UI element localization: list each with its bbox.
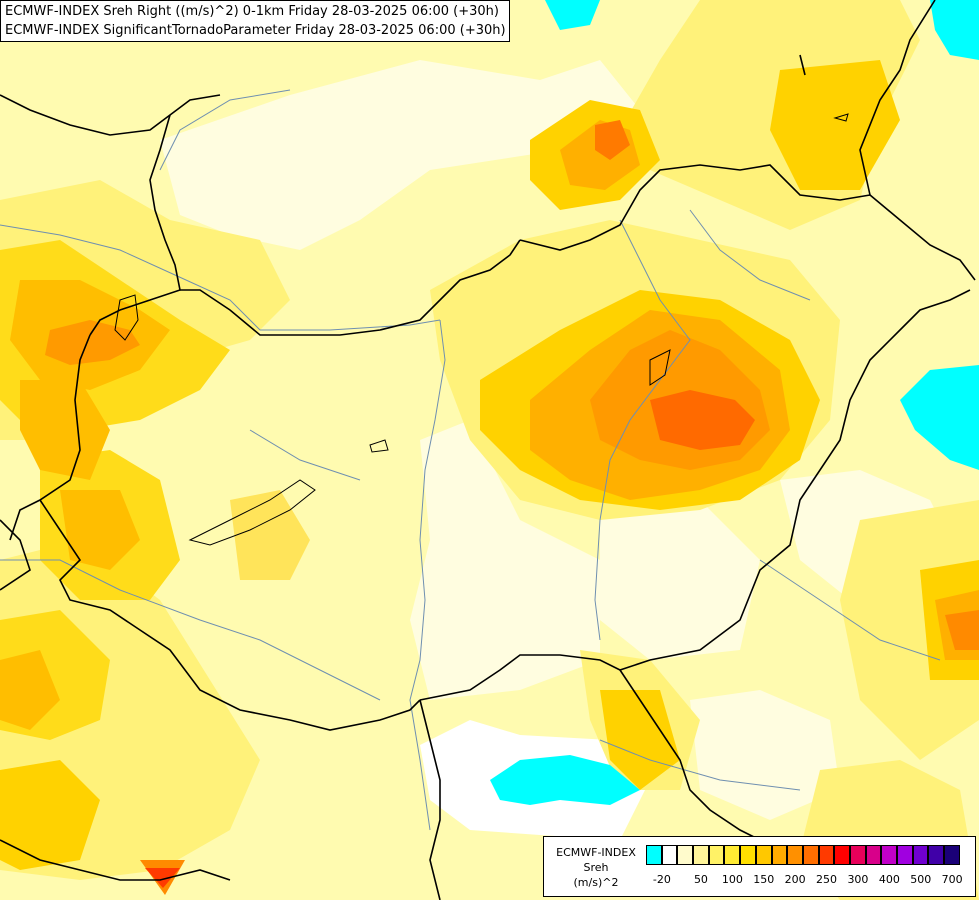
field-pale bbox=[690, 690, 840, 820]
border bbox=[799, 54, 806, 76]
legend-swatch bbox=[755, 845, 772, 865]
legend-tick-label: 400 bbox=[878, 873, 900, 886]
legend-tick-label: 250 bbox=[816, 873, 838, 886]
border bbox=[9, 334, 91, 541]
legend-swatch bbox=[771, 845, 788, 865]
border bbox=[419, 289, 971, 701]
legend-swatch bbox=[708, 845, 725, 865]
legend-swatch bbox=[693, 845, 709, 865]
border bbox=[619, 669, 761, 841]
river bbox=[759, 559, 941, 661]
legend-tick-label: 500 bbox=[910, 873, 932, 886]
field-red bbox=[145, 868, 180, 888]
border bbox=[869, 194, 976, 281]
field-amber bbox=[0, 650, 60, 730]
legend-title-2: Sreh bbox=[583, 861, 609, 874]
legend-swatch bbox=[881, 845, 897, 865]
legend-tick-label: 300 bbox=[847, 873, 869, 886]
legend-swatch bbox=[818, 845, 835, 865]
border bbox=[39, 499, 421, 731]
legend-swatch bbox=[912, 845, 929, 865]
border bbox=[519, 164, 871, 251]
river bbox=[594, 219, 691, 641]
field-cyan bbox=[490, 755, 640, 805]
legend-tick-label: 100 bbox=[721, 873, 743, 886]
legend-swatch bbox=[724, 845, 741, 865]
legend-tick-label: 200 bbox=[784, 873, 806, 886]
legend-tick-label: 50 bbox=[693, 873, 708, 886]
field-pale bbox=[600, 500, 760, 660]
river bbox=[159, 89, 291, 171]
lake bbox=[369, 439, 389, 453]
field-darkorange bbox=[650, 390, 755, 450]
legend-title-1: ECMWF-INDEX bbox=[556, 846, 636, 859]
field-amber bbox=[60, 490, 140, 570]
legend-swatch bbox=[740, 845, 756, 865]
field-orange bbox=[945, 610, 979, 650]
lake bbox=[114, 294, 139, 341]
map-title-box: ECMWF-INDEX Sreh Right ((m/s)^2) 0-1km F… bbox=[0, 0, 510, 42]
legend-tick-label: 700 bbox=[941, 873, 963, 886]
legend-swatch bbox=[897, 845, 913, 865]
legend-label: ECMWF-INDEX Sreh (m/s)^2 bbox=[548, 845, 644, 890]
field-lightyellow bbox=[840, 500, 979, 760]
legend-swatch bbox=[802, 845, 819, 865]
color-legend: ECMWF-INDEX Sreh (m/s)^2 -20 50 100 150 200 2… bbox=[543, 836, 976, 897]
legend-title-3: (m/s)^2 bbox=[573, 876, 619, 889]
field-gold bbox=[770, 60, 900, 190]
field-gold bbox=[0, 760, 100, 870]
border bbox=[0, 839, 231, 881]
field-cyan bbox=[900, 365, 979, 470]
field-gold bbox=[230, 490, 310, 580]
legend-swatch bbox=[787, 845, 803, 865]
legend-swatch bbox=[677, 845, 694, 865]
border bbox=[859, 0, 936, 196]
field-gold bbox=[600, 690, 680, 790]
field-cyan bbox=[545, 0, 600, 30]
border bbox=[89, 114, 181, 336]
map-title-line-2: ECMWF-INDEX SignificantTornadoParameter … bbox=[5, 23, 506, 38]
legend-tick-label: -20 bbox=[652, 873, 671, 886]
river bbox=[0, 224, 441, 331]
field-orange bbox=[595, 120, 630, 160]
lake bbox=[833, 113, 849, 122]
legend-swatch bbox=[928, 845, 945, 865]
border bbox=[0, 519, 31, 591]
rivers bbox=[0, 89, 941, 831]
lake-balaton bbox=[188, 479, 316, 546]
legend-tick-label: 150 bbox=[753, 873, 775, 886]
legend-swatch bbox=[944, 845, 960, 865]
legend-swatch bbox=[661, 845, 678, 865]
river bbox=[409, 319, 446, 831]
border bbox=[180, 239, 521, 336]
field-pale bbox=[410, 420, 600, 700]
border bbox=[419, 699, 441, 900]
field-cyan bbox=[930, 0, 979, 60]
map-title-line-1: ECMWF-INDEX Sreh Right ((m/s)^2) 0-1km F… bbox=[5, 4, 499, 19]
legend-ticks: -20 50 100 150 200 250 300 400 500 700 bbox=[646, 873, 966, 887]
legend-swatch bbox=[865, 845, 882, 865]
river bbox=[689, 209, 811, 301]
field-pale bbox=[160, 60, 640, 250]
lake bbox=[649, 349, 671, 386]
legend-swatch bbox=[646, 845, 662, 865]
river bbox=[599, 739, 801, 791]
river bbox=[249, 429, 361, 481]
legend-swatch bbox=[849, 845, 866, 865]
river bbox=[0, 559, 381, 701]
field-amber bbox=[20, 380, 110, 480]
border bbox=[0, 94, 221, 136]
legend-color-bar bbox=[646, 845, 960, 867]
legend-swatch bbox=[834, 845, 850, 865]
